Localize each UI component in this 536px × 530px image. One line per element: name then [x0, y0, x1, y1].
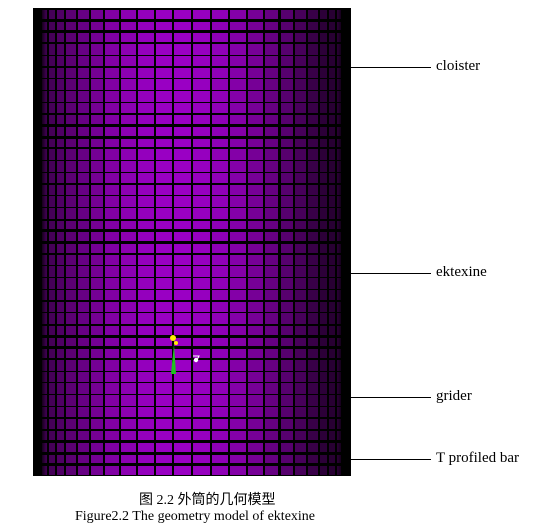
leader-grider: [345, 397, 431, 398]
vertical-bar: [306, 8, 308, 476]
leader-cloister: [333, 67, 431, 68]
vertical-bar: [154, 8, 156, 476]
vertical-bar: [327, 8, 329, 476]
vertical-bar: [89, 8, 91, 476]
vertical-bar: [228, 8, 230, 476]
vertical-bar: [246, 8, 248, 476]
leader-ektexine: [347, 273, 431, 274]
vertical-bar: [136, 8, 138, 476]
label-grider: grider: [436, 388, 472, 405]
caption-en: Figure2.2 The geometry model of ektexine: [75, 509, 315, 525]
figure-canvas: [33, 8, 351, 476]
vertical-bar: [172, 8, 174, 476]
vertical-bar: [47, 8, 49, 476]
vertical-bar: [293, 8, 295, 476]
vertical-bar: [210, 8, 212, 476]
leader-tprofiled: [347, 459, 431, 460]
label-tprofiled: T profiled bar: [436, 450, 519, 467]
vertical-bar: [55, 8, 57, 476]
vertical-bar: [76, 8, 78, 476]
vertical-bar: [103, 8, 105, 476]
edge-shadow-left: [40, 8, 46, 476]
caption-zh: 图 2.2 外筒的几何模型: [139, 489, 276, 509]
vertical-bar: [191, 8, 193, 476]
vertical-bar: [263, 8, 265, 476]
vertical-bar: [119, 8, 121, 476]
vertical-bar: [335, 8, 337, 476]
cylinder-mesh: [42, 8, 342, 476]
vertical-bar: [279, 8, 281, 476]
edge-shadow-right: [338, 8, 344, 476]
vertical-bar: [64, 8, 66, 476]
vertical-bar: [318, 8, 320, 476]
label-ektexine: ektexine: [436, 264, 487, 281]
label-cloister: cloister: [436, 58, 480, 75]
